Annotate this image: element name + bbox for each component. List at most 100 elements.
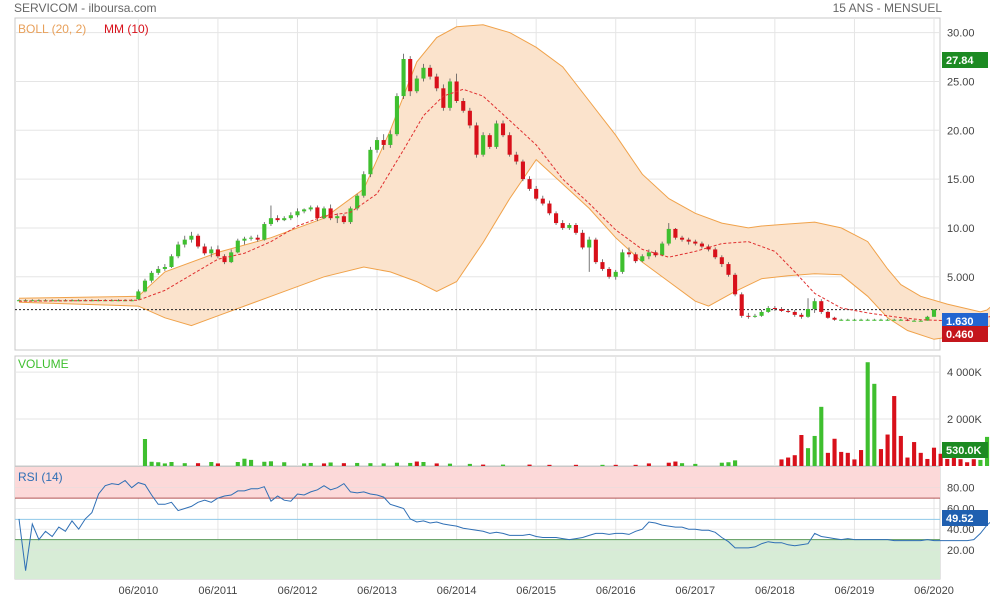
candle-down xyxy=(693,241,698,244)
candle-down xyxy=(726,264,731,275)
candle-down xyxy=(825,311,830,318)
bollinger-legend: BOLL (20, 2) xyxy=(18,22,87,36)
volume-bar xyxy=(825,452,830,466)
volume-bar xyxy=(733,460,738,466)
volume-bar xyxy=(951,454,956,466)
candle-down xyxy=(534,188,539,199)
volume-bar xyxy=(805,448,811,466)
volume-bar xyxy=(573,464,579,466)
chart-period-label: 15 ANS - MENSUEL xyxy=(832,1,942,15)
candle-up xyxy=(308,207,313,210)
candle-down xyxy=(520,161,525,180)
volume-tick-label: 2 000K xyxy=(947,414,983,426)
volume-bar xyxy=(726,462,731,466)
candle-down xyxy=(202,246,207,254)
candle-up xyxy=(912,320,917,322)
candle-up xyxy=(812,301,817,309)
candle-up xyxy=(69,300,75,302)
candle-up xyxy=(235,240,240,253)
volume-bar xyxy=(679,463,685,466)
candle-down xyxy=(514,154,519,162)
candle-up xyxy=(302,209,307,212)
candle-down xyxy=(195,235,201,247)
price-badge-high: 27.84 xyxy=(946,55,974,67)
candle-up xyxy=(640,256,645,262)
volume-bar xyxy=(328,462,333,466)
candle-down xyxy=(222,256,227,263)
price-tick-label: 25.00 xyxy=(947,76,975,88)
price-tick-label: 30.00 xyxy=(947,28,975,40)
candle-down xyxy=(600,262,605,269)
candle-down xyxy=(467,110,472,126)
volume-bar xyxy=(600,464,605,466)
candle-down xyxy=(328,208,333,219)
volume-bar xyxy=(799,435,804,466)
volume-bar xyxy=(885,434,890,466)
candle-up xyxy=(620,252,625,272)
volume-panel xyxy=(14,355,941,467)
candle-up xyxy=(613,271,618,277)
volume-bar xyxy=(965,462,970,466)
candle-down xyxy=(719,257,724,265)
chart-source-title: SERVICOM - ilboursa.com xyxy=(14,1,157,15)
candle-down xyxy=(255,237,260,240)
volume-bar xyxy=(249,459,254,466)
volume-bar xyxy=(865,362,870,466)
volume-bar xyxy=(282,462,287,466)
rsi-badge-bg xyxy=(942,510,988,526)
candle-up xyxy=(931,309,937,317)
candle-down xyxy=(441,88,446,108)
candle-down xyxy=(713,249,718,258)
rsi-tick-label: 20.00 xyxy=(947,545,975,557)
candle-up xyxy=(805,308,811,317)
rsi-tick-label: 40.00 xyxy=(947,524,975,536)
volume-bar xyxy=(421,462,426,466)
candle-up xyxy=(666,228,671,244)
volume-bar xyxy=(355,462,360,466)
candle-up xyxy=(96,300,101,302)
volume-bar xyxy=(149,461,154,466)
volume-bar xyxy=(839,451,844,466)
volume-bar xyxy=(547,464,552,466)
candle-down xyxy=(686,239,691,242)
volume-bar xyxy=(262,461,267,466)
candle-down xyxy=(819,301,824,312)
volume-bar xyxy=(786,457,791,466)
candle-down xyxy=(428,67,433,77)
volume-bar xyxy=(892,396,897,466)
volume-bar xyxy=(408,462,413,466)
volume-bar xyxy=(931,447,937,466)
volume-bar xyxy=(195,463,201,466)
candle-up xyxy=(394,96,399,135)
rsi-oversold-zone xyxy=(15,539,940,579)
candle-down xyxy=(215,249,220,257)
candle-up xyxy=(348,208,353,223)
candle-down xyxy=(593,239,598,263)
volume-bar xyxy=(162,463,167,466)
candle-up xyxy=(56,300,61,302)
x-tick-label: 06/2013 xyxy=(357,585,397,597)
volume-bar xyxy=(832,438,837,466)
volume-bar xyxy=(819,406,824,466)
candle-down xyxy=(341,216,346,223)
x-tick-label: 06/2015 xyxy=(516,585,556,597)
candle-up xyxy=(892,319,897,321)
candle-up xyxy=(839,319,844,321)
candle-up xyxy=(878,319,884,321)
candle-up xyxy=(368,149,373,175)
volume-bar xyxy=(242,458,247,466)
candle-up xyxy=(752,315,758,317)
volume-bar xyxy=(925,458,930,466)
candle-up xyxy=(374,140,380,150)
candle-up xyxy=(136,291,141,300)
candle-up xyxy=(249,237,254,239)
candle-up xyxy=(321,208,327,219)
price-tick-label: 5.000 xyxy=(947,272,975,284)
candle-up xyxy=(262,224,267,240)
candle-down xyxy=(633,254,638,262)
candle-down xyxy=(554,213,559,224)
volume-bar xyxy=(156,462,161,466)
volume-bar xyxy=(302,463,307,466)
x-tick-label: 06/2014 xyxy=(437,585,477,597)
